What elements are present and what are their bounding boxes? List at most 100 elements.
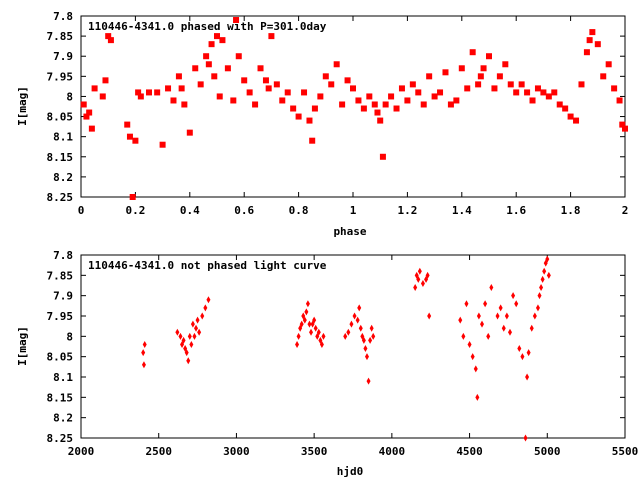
phased-x-axis-label: phase	[333, 225, 366, 238]
phased-data-point	[605, 61, 612, 68]
phased-data-point	[181, 101, 188, 108]
unphased-data-points	[141, 255, 551, 442]
phased-x-tick-label: 0.2	[125, 204, 145, 217]
phased-data-point	[594, 41, 601, 48]
unphased-data-point	[190, 320, 195, 328]
phased-data-point	[135, 89, 142, 96]
phased-data-point	[502, 61, 509, 68]
unphased-data-point	[475, 393, 480, 401]
phased-data-point	[257, 65, 264, 72]
phased-data-point	[453, 97, 460, 104]
unphased-data-point	[206, 296, 211, 304]
unphased-data-point	[187, 332, 192, 340]
unphased-data-point	[526, 349, 531, 357]
unphased-data-point	[539, 284, 544, 292]
phased-light-curve-panel: 110446-4341.0 phased with P=301.0day pha…	[16, 10, 628, 238]
phased-data-point	[137, 93, 144, 100]
unphased-x-tick-label: 4500	[456, 445, 483, 458]
phased-data-point	[186, 129, 193, 136]
phased-data-point	[382, 101, 389, 108]
unphased-data-point	[489, 284, 494, 292]
unphased-data-point	[371, 332, 376, 340]
unphased-data-point	[501, 324, 506, 332]
phased-data-point	[175, 73, 182, 80]
unphased-data-point	[525, 373, 530, 381]
unphased-data-point	[473, 365, 478, 373]
unphased-data-point	[357, 304, 362, 312]
phased-data-point	[360, 105, 367, 112]
unphased-data-point	[312, 316, 317, 324]
unphased-y-tick-label: 8	[66, 330, 73, 343]
unphased-data-point	[142, 340, 147, 348]
unphased-data-point	[200, 312, 205, 320]
unphased-data-point	[523, 434, 528, 442]
phased-data-point	[170, 97, 177, 104]
phased-data-point	[290, 105, 297, 112]
phased-data-point	[284, 89, 291, 96]
phased-data-point	[437, 89, 444, 96]
unphased-data-point	[203, 304, 208, 312]
phased-data-point	[322, 73, 329, 80]
unphased-data-point	[504, 312, 509, 320]
phased-x-tick-label: 0.6	[234, 204, 254, 217]
unphased-data-point	[498, 304, 503, 312]
unphased-y-tick-label: 7.8	[53, 249, 73, 262]
unphased-data-point	[299, 320, 304, 328]
unphased-data-point	[361, 336, 366, 344]
unphased-data-point	[195, 316, 200, 324]
phased-data-point	[154, 89, 161, 96]
phased-x-tick-label: 2	[622, 204, 629, 217]
unphased-data-point	[319, 340, 324, 348]
unphased-data-point	[540, 275, 545, 283]
unphased-x-tick-label: 3000	[223, 445, 250, 458]
unphased-data-point	[197, 328, 202, 336]
unphased-data-point	[495, 312, 500, 320]
phased-data-point	[404, 97, 411, 104]
phased-data-point	[132, 137, 139, 144]
unphased-data-point	[309, 328, 314, 336]
phased-data-point	[309, 137, 316, 144]
phased-data-point	[80, 101, 87, 108]
phased-data-point	[146, 89, 152, 96]
unphased-data-point	[507, 328, 512, 336]
phased-data-point	[178, 85, 185, 92]
phased-data-point	[333, 61, 340, 68]
phased-data-point	[344, 77, 351, 84]
phased-data-point	[442, 69, 449, 76]
unphased-data-point	[181, 336, 186, 344]
phased-data-point	[398, 85, 405, 92]
phased-data-point	[306, 117, 313, 124]
phased-data-point	[583, 49, 590, 56]
unphased-x-tick-label: 3500	[301, 445, 328, 458]
phased-y-tick-label: 8.25	[47, 191, 74, 204]
phased-x-tick-label: 0.4	[180, 204, 200, 217]
phased-data-point	[388, 93, 395, 100]
phased-data-point	[524, 89, 531, 96]
unphased-data-point	[349, 320, 354, 328]
unphased-data-point	[366, 377, 371, 385]
unphased-light-curve-panel: 110446-4341.0 not phased light curve hjd…	[16, 249, 638, 478]
phased-data-point	[126, 133, 133, 140]
unphased-data-point	[427, 312, 432, 320]
unphased-data-point	[295, 340, 300, 348]
unphased-data-point	[458, 316, 463, 324]
phased-data-point	[317, 93, 324, 100]
unphased-data-point	[141, 361, 146, 369]
unphased-data-point	[141, 349, 146, 357]
phased-x-tick-label: 1	[350, 204, 357, 217]
phased-data-point	[328, 81, 335, 88]
unphased-data-point	[178, 332, 183, 340]
unphased-x-axis-label: hjd0	[337, 465, 364, 478]
unphased-data-point	[464, 300, 469, 308]
unphased-data-point	[364, 353, 369, 361]
phased-data-point	[279, 97, 286, 104]
unphased-data-point	[184, 349, 189, 357]
phased-data-point	[611, 85, 618, 92]
phased-data-point	[273, 81, 280, 88]
unphased-data-point	[517, 345, 522, 353]
unphased-data-point	[520, 353, 525, 361]
phased-data-point	[197, 81, 204, 88]
phased-axis-ticks: 0 0.2 0.4 0.6 0.8 1 1.2 1.4 1.6 1.8 2 7.8 7.85 7.9 7.9…	[47, 10, 629, 217]
phased-data-point	[268, 33, 275, 40]
unphased-data-point	[304, 308, 309, 316]
